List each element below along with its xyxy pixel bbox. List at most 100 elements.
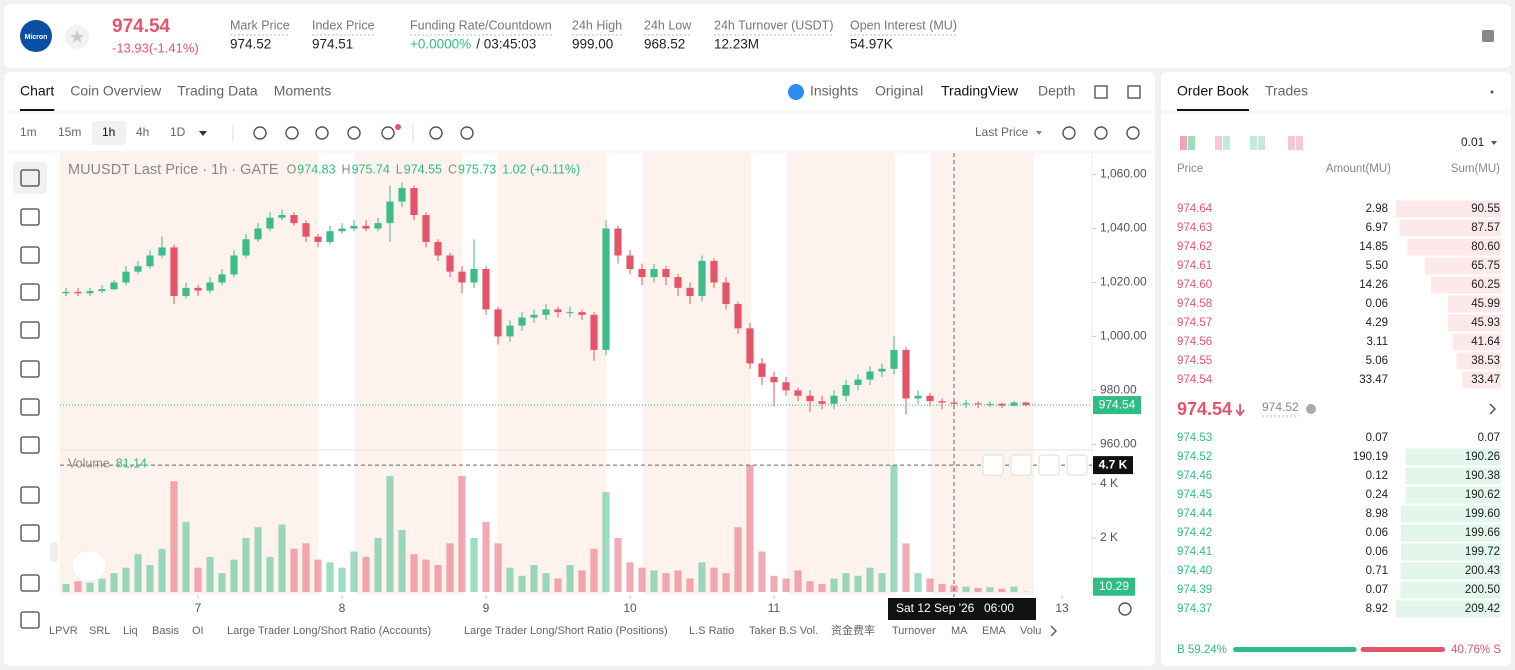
toolbar-icon[interactable] [429,126,443,140]
ob-price[interactable]: 974.44 [1177,508,1213,520]
candle-body [830,395,838,404]
stat-value: 999.00 [572,37,613,52]
collapse-handle[interactable] [50,542,58,562]
drawing-tool[interactable] [20,436,40,454]
ob-price[interactable]: 974.40 [1177,565,1212,577]
indicator-button[interactable]: Large Trader Long/Short Ratio (Positions… [464,625,668,637]
ob-price[interactable]: 974.57 [1177,317,1212,329]
view-tab[interactable]: Insights [810,83,858,99]
ob-price[interactable]: 974.42 [1177,527,1212,539]
volume-bar [890,465,898,592]
drawing-tool[interactable] [20,486,40,504]
ob-price[interactable]: 974.58 [1177,298,1212,310]
pane-action[interactable] [1010,454,1032,476]
indicator-button[interactable]: Basis [152,625,179,637]
layout-toggle[interactable] [1223,136,1230,150]
pane-action[interactable] [1038,454,1060,476]
toolbar-icon[interactable] [347,126,361,140]
indicator-button[interactable]: Large Trader Long/Short Ratio (Accounts) [227,625,431,637]
volume-bar [674,570,682,592]
more-icon[interactable] [1490,90,1494,94]
ob-price[interactable]: 974.60 [1177,279,1212,291]
toolbar-icon[interactable] [315,126,329,140]
ob-price[interactable]: 974.41 [1177,546,1212,558]
drawing-tool[interactable] [20,611,40,629]
ob-tab[interactable]: Trades [1265,83,1308,99]
ob-price[interactable]: 974.39 [1177,584,1212,596]
indicator-button[interactable]: 资金费率 [831,623,875,637]
price-source[interactable]: Last Price [975,125,1029,139]
indicator-button[interactable]: OI [192,625,204,637]
drawing-tool[interactable] [20,524,40,542]
indicator-button[interactable]: Taker B.S Vol. [749,625,818,637]
toolbar-icon[interactable] [285,126,299,140]
settings-icon[interactable] [1118,602,1132,616]
ob-price[interactable]: 974.53 [1177,432,1212,444]
drawing-tool[interactable] [20,360,40,378]
scroll-right[interactable] [1050,625,1057,637]
toolbar-icon[interactable] [381,126,395,140]
toolbar-icon[interactable] [1126,126,1140,140]
ob-price[interactable]: 974.64 [1177,203,1213,215]
indicator-button[interactable]: Turnover [892,625,936,637]
indicator-button[interactable]: Liq [123,625,138,637]
ob-price[interactable]: 974.37 [1177,603,1212,615]
toolbar-icon[interactable] [460,126,474,140]
ob-tab[interactable]: Order Book [1177,83,1250,99]
pane-action[interactable] [1066,454,1088,476]
candle-body [986,403,994,405]
interval-button[interactable]: 15m [58,125,81,139]
view-tab[interactable]: Depth [1038,83,1075,99]
chevron[interactable] [1489,403,1497,415]
interval-button[interactable]: 1m [20,125,37,139]
layout-toggle[interactable] [1288,136,1295,150]
chart-tab[interactable]: Moments [274,83,332,99]
ob-price[interactable]: 974.55 [1177,355,1212,367]
ob-price[interactable]: 974.46 [1177,470,1212,482]
ob-price[interactable]: 974.61 [1177,260,1212,272]
chart-tab[interactable]: Coin Overview [70,83,162,99]
ob-price[interactable]: 974.56 [1177,336,1212,348]
layout-toggle[interactable] [1296,136,1303,150]
ob-price[interactable]: 974.62 [1177,241,1212,253]
precision-select[interactable]: 0.01 [1461,135,1485,149]
expand-icon[interactable] [1094,85,1108,99]
candle-body [98,289,106,292]
toolbar-icon[interactable] [1094,126,1108,140]
ob-price[interactable]: 974.45 [1177,489,1212,501]
drawing-tool[interactable] [20,246,40,264]
view-tab[interactable]: TradingView [941,83,1019,99]
layout-toggle[interactable] [1215,136,1222,150]
interval-button[interactable]: 1D [170,125,186,139]
interval-button[interactable]: 4h [136,125,149,139]
view-tab[interactable]: Original [875,83,923,99]
indicator-button[interactable]: Volu [1020,625,1041,637]
drawing-tool[interactable] [20,321,40,339]
indicator-button[interactable]: LPVR [49,625,78,637]
ob-price[interactable]: 974.52 [1177,451,1212,463]
layout-toggle[interactable] [1188,136,1195,150]
drawing-tool[interactable] [20,283,40,301]
drawing-tool[interactable] [20,208,40,226]
layout-toggle[interactable] [1258,136,1265,150]
ob-price[interactable]: 974.54 [1177,374,1213,386]
toolbar-icon[interactable] [253,126,267,140]
chart-tab[interactable]: Chart [20,83,54,99]
window-icon[interactable] [1127,85,1141,99]
layout-toggle[interactable] [1250,136,1257,150]
drawing-tool[interactable] [20,574,40,592]
drawing-tool[interactable] [20,169,40,187]
notes-icon[interactable] [1482,30,1494,42]
pane-action[interactable] [982,454,1004,476]
ob-price[interactable]: 974.63 [1177,222,1212,234]
indicator-button[interactable]: L.S Ratio [689,625,734,637]
drawing-tool[interactable] [20,398,40,416]
chart-tab[interactable]: Trading Data [177,83,258,99]
interval-button[interactable]: 1h [102,125,115,139]
indicator-button[interactable]: SRL [89,625,110,637]
layout-toggle[interactable] [1180,136,1187,150]
indicator-button[interactable]: MA [951,625,968,637]
candle-body [602,228,610,350]
indicator-button[interactable]: EMA [982,625,1007,637]
toolbar-icon[interactable] [1062,126,1076,140]
